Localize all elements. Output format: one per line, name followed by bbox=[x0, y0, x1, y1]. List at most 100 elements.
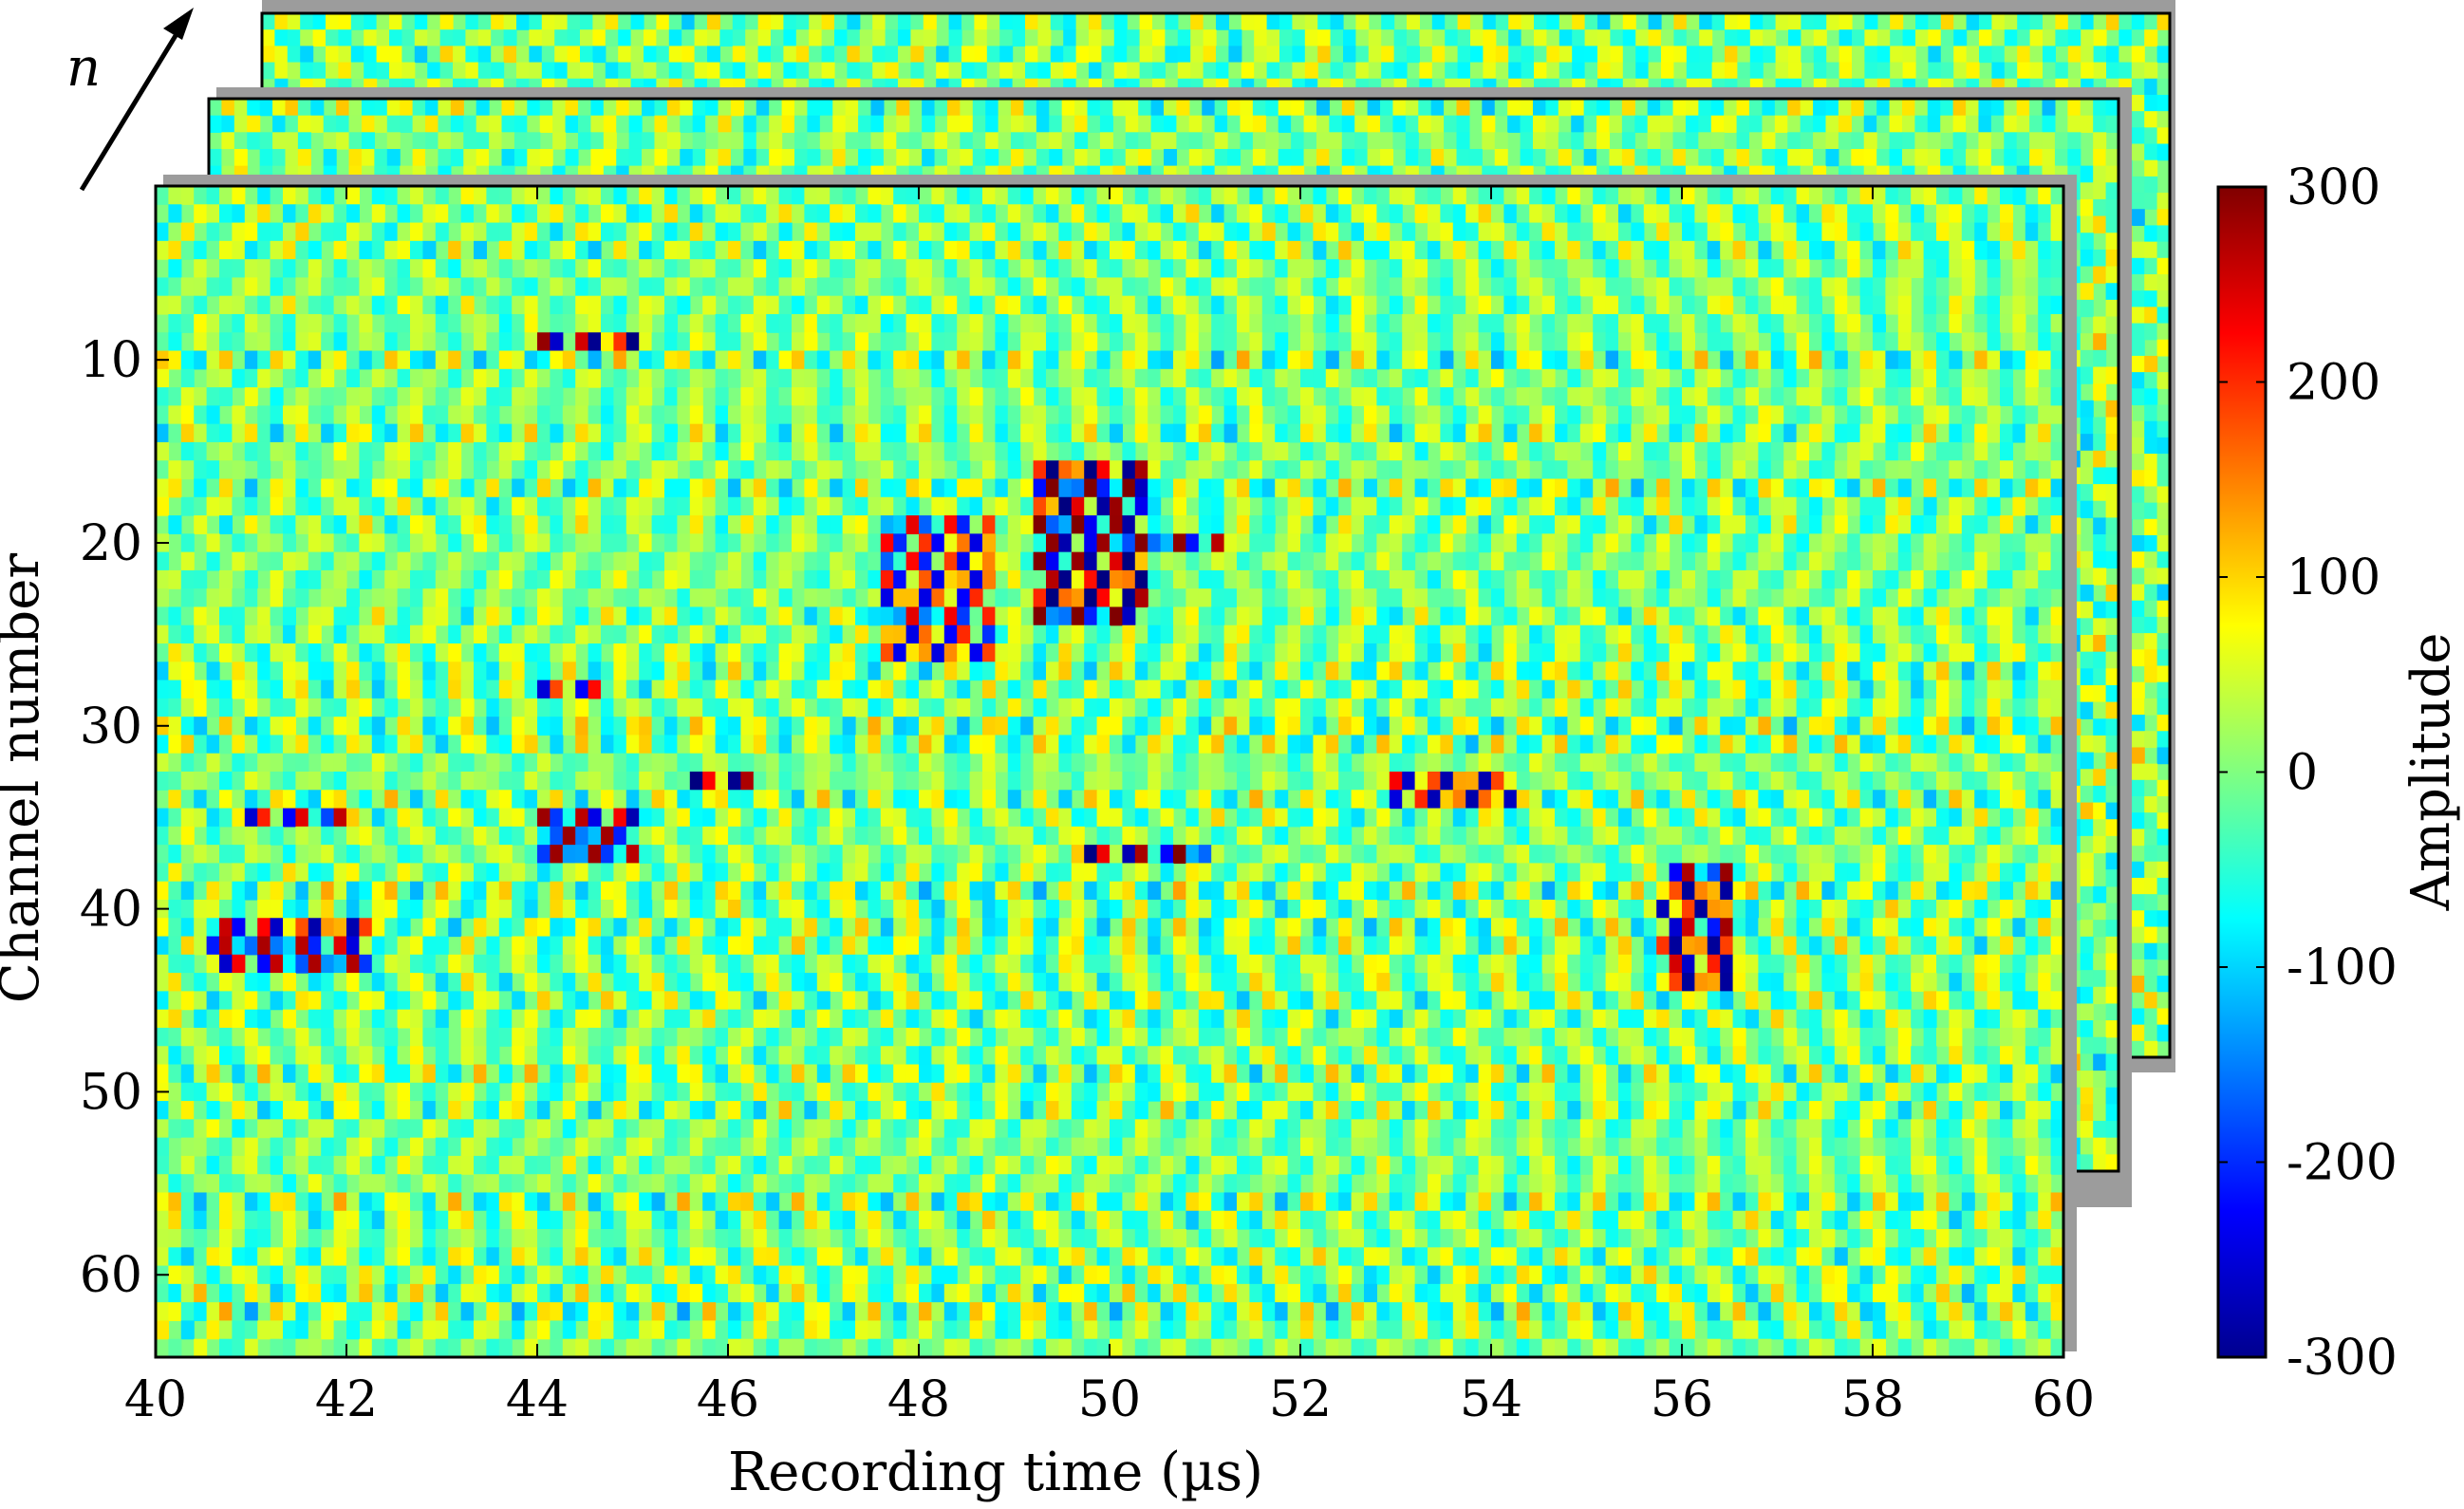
heatmap-cell bbox=[1330, 46, 1344, 64]
heatmap-cell bbox=[529, 13, 543, 30]
heatmap-cell bbox=[1063, 29, 1077, 47]
heatmap-cell bbox=[630, 46, 644, 64]
heatmap-cell bbox=[1025, 29, 1038, 47]
heatmap-cell bbox=[2106, 13, 2119, 30]
heatmap-cell bbox=[389, 46, 402, 64]
heatmap-cell bbox=[2131, 355, 2145, 373]
heatmap-cell bbox=[2017, 62, 2031, 80]
heatmap-cell bbox=[2144, 225, 2158, 243]
heatmap-cell bbox=[1953, 29, 1968, 47]
heatmap-cell bbox=[783, 46, 797, 64]
heatmap-cell bbox=[350, 62, 364, 80]
heatmap-cell bbox=[1445, 62, 1459, 80]
heatmap-cell bbox=[1431, 62, 1446, 80]
heatmap-cell bbox=[1113, 46, 1128, 64]
heatmap-cell bbox=[961, 13, 975, 30]
heatmap-cell bbox=[567, 62, 581, 80]
heatmap-cell bbox=[771, 13, 784, 30]
heatmap-cell bbox=[2055, 29, 2069, 47]
heatmap-cell bbox=[1355, 29, 1370, 47]
heatmap-cell bbox=[491, 29, 505, 47]
heatmap-cell bbox=[1813, 62, 1827, 80]
heatmap-cell bbox=[1622, 46, 1636, 64]
heatmap-cell bbox=[414, 13, 428, 30]
heatmap-cell bbox=[1584, 46, 1598, 64]
heatmap-cell bbox=[2131, 127, 2145, 145]
heatmap-cell bbox=[783, 62, 797, 80]
heatmap-cell bbox=[1304, 62, 1318, 80]
heatmap-cell bbox=[719, 29, 734, 47]
heatmap-cell bbox=[1075, 46, 1090, 64]
heatmap-cell bbox=[401, 46, 416, 64]
heatmap-cell bbox=[732, 13, 746, 30]
heatmap-cell bbox=[592, 13, 607, 30]
heatmap-cell bbox=[1686, 13, 1700, 30]
heatmap-cell bbox=[1089, 62, 1102, 80]
heatmap-cell bbox=[1445, 46, 1459, 64]
heatmap-cell bbox=[1228, 46, 1242, 64]
heatmap-cell bbox=[1584, 13, 1598, 30]
heatmap-cell bbox=[1610, 62, 1624, 80]
heatmap-cell bbox=[2131, 568, 2145, 586]
heatmap-cell bbox=[1445, 13, 1459, 30]
heatmap-cell bbox=[1177, 29, 1191, 47]
heatmap-cell bbox=[1152, 29, 1166, 47]
heatmap-cell bbox=[1737, 29, 1751, 47]
heatmap-cell bbox=[2017, 13, 2031, 30]
heatmap-cell bbox=[834, 46, 848, 64]
heatmap-cell bbox=[1864, 62, 1878, 80]
heatmap-cell bbox=[1839, 13, 1853, 30]
heatmap-cell bbox=[1813, 13, 1827, 30]
heatmap-cell bbox=[1177, 62, 1191, 80]
heatmap-cell bbox=[974, 13, 988, 30]
heatmap-cell bbox=[630, 13, 644, 30]
heatmap-cell bbox=[2131, 584, 2145, 602]
heatmap-cell bbox=[1075, 29, 1090, 47]
heatmap-cell bbox=[1241, 13, 1255, 30]
heatmap-cell bbox=[1940, 46, 1954, 64]
heatmap-cell bbox=[719, 62, 734, 80]
heatmap-cell bbox=[1902, 62, 1916, 80]
heatmap-cell bbox=[401, 29, 416, 47]
heatmap-cell bbox=[1495, 62, 1509, 80]
heatmap-cell bbox=[2131, 307, 2145, 325]
heatmap-cell bbox=[757, 29, 772, 47]
heatmap-cell bbox=[847, 13, 861, 30]
heatmap-cell bbox=[1737, 46, 1751, 64]
heatmap-cell bbox=[2131, 209, 2145, 227]
heatmap-cell bbox=[2131, 551, 2145, 568]
heatmap-cell bbox=[1813, 46, 1827, 64]
heatmap-cell bbox=[1991, 46, 2006, 64]
heatmap-cell bbox=[694, 62, 708, 80]
heatmap-cell bbox=[477, 13, 492, 30]
heatmap-cell bbox=[1457, 13, 1471, 30]
heatmap-cell bbox=[668, 29, 682, 47]
heatmap-cell bbox=[1177, 46, 1191, 64]
heatmap-cell bbox=[745, 13, 759, 30]
heatmap-cell bbox=[326, 13, 339, 30]
heatmap-cell bbox=[364, 29, 378, 47]
heatmap-cell bbox=[732, 46, 746, 64]
heatmap-cell bbox=[630, 62, 644, 80]
heatmap-cell bbox=[1673, 46, 1688, 64]
heatmap-cell bbox=[300, 29, 314, 47]
heatmap-cell bbox=[1012, 62, 1026, 80]
heatmap-cell bbox=[795, 62, 810, 80]
heatmap-cell bbox=[2144, 193, 2158, 210]
heatmap-cell bbox=[567, 29, 581, 47]
heatmap-cell bbox=[1826, 13, 1840, 30]
heatmap-cell bbox=[2156, 127, 2171, 145]
heatmap-cell bbox=[1597, 46, 1611, 64]
heatmap-cell bbox=[1749, 62, 1764, 80]
heatmap-cell bbox=[503, 46, 517, 64]
heatmap-cell bbox=[1431, 13, 1446, 30]
heatmap-cell bbox=[1902, 29, 1916, 47]
heatmap-cell bbox=[439, 29, 454, 47]
heatmap-cell bbox=[338, 62, 352, 80]
heatmap-cell bbox=[1991, 29, 2006, 47]
heatmap-cell bbox=[1495, 13, 1509, 30]
heatmap-cell bbox=[1788, 46, 1801, 64]
heatmap-cell bbox=[2156, 111, 2171, 128]
heatmap-cell bbox=[936, 62, 950, 80]
